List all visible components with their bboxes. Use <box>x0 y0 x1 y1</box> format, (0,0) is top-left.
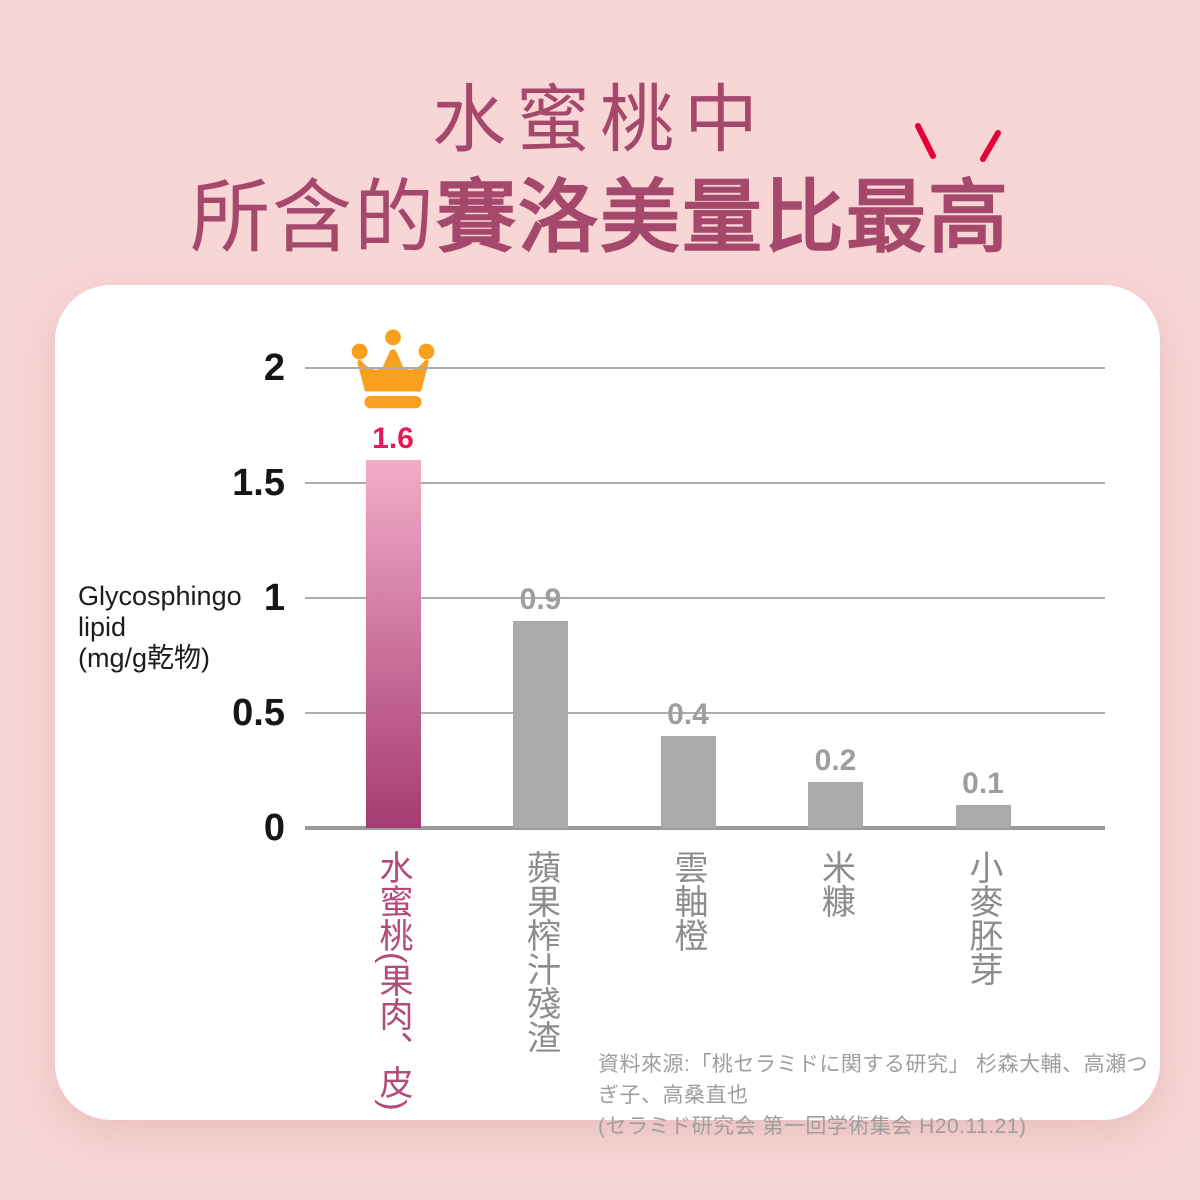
y-tick-label: 2 <box>263 347 285 389</box>
title-regular-text: 所含的 <box>190 173 436 262</box>
source-line-2: (セラミド研究会 第一回学術集会 H20.11.21) <box>598 1115 1027 1138</box>
bar-0 <box>365 460 421 828</box>
bar-value-3: 0.2 <box>814 744 857 777</box>
y-axis-label-line1: Glycosphingo <box>78 581 242 611</box>
bar-chart: Glycosphingo lipid (mg/g乾物) 資料來源:「桃セラミドに… <box>55 285 1160 1138</box>
title-bold-text: 賽洛美量比最高 <box>436 173 1010 262</box>
gridline <box>305 367 1105 369</box>
bar-3 <box>808 782 863 828</box>
bar-value-0: 1.6 <box>372 422 414 455</box>
x-axis-line <box>305 826 1105 830</box>
y-axis-label: Glycosphingo lipid (mg/g乾物) <box>78 581 242 674</box>
y-tick-label: 0 <box>263 807 285 849</box>
y-axis-label-line2: lipid <box>78 612 127 642</box>
page-title-line-1: 水蜜桃中 <box>432 78 768 161</box>
bar-label-3: 米糠 <box>816 850 855 918</box>
bar-value-1: 0.9 <box>519 583 562 616</box>
bar-value-4: 0.1 <box>962 767 1004 800</box>
page-title-line-2: 所含的賽洛美量比最高 <box>0 153 1200 269</box>
bar-2 <box>660 736 716 828</box>
bar-label-4: 小麥胚芽 <box>964 850 1002 986</box>
bar-label-0: 水蜜桃(果肉、皮) <box>374 850 412 1111</box>
gridline <box>305 597 1105 599</box>
y-axis-label-line3: (mg/g乾物) <box>78 643 211 673</box>
emphasis-marks-icon <box>915 123 1001 162</box>
source-line-1: 資料來源:「桃セラミドに関する研究」 杉森大輔、高瀬つぎ子、高桑直也 <box>598 1053 1149 1107</box>
bar-label-2: 雲軸橙 <box>669 850 707 952</box>
source-citation: 資料來源:「桃セラミドに関する研究」 杉森大輔、高瀬つぎ子、高桑直也 (セラミド… <box>598 1049 1160 1142</box>
gridline <box>305 482 1105 484</box>
y-tick-label: 1.5 <box>232 462 285 504</box>
crown-icon <box>351 329 435 409</box>
bar-1 <box>513 621 568 828</box>
bar-4 <box>955 805 1011 828</box>
y-tick-label: 0.5 <box>232 692 285 734</box>
bar-value-2: 0.4 <box>667 698 709 731</box>
y-tick-label: 1 <box>263 577 285 619</box>
bar-label-1: 蘋果榨汁殘渣 <box>521 850 560 1054</box>
chart-card: Glycosphingo lipid (mg/g乾物) 資料來源:「桃セラミドに… <box>55 285 1160 1138</box>
gridline <box>305 712 1105 714</box>
